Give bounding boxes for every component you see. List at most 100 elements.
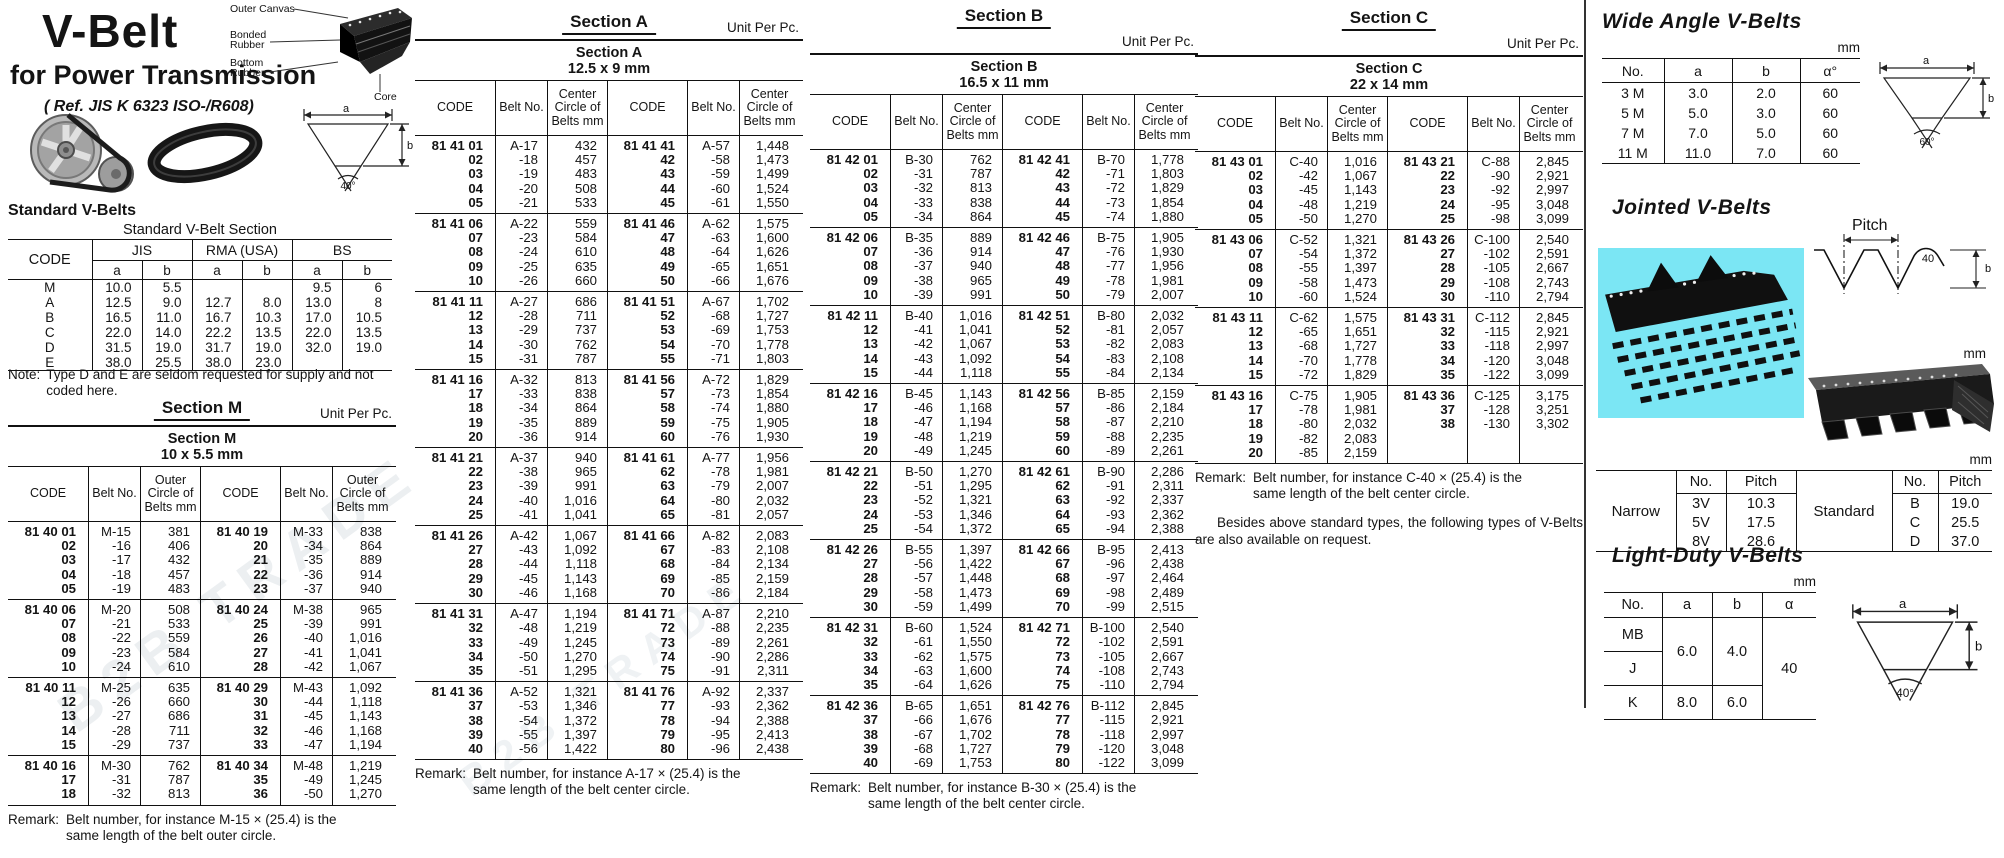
section-b-table: CODE Belt No. Center Circle of Belts mm COD… bbox=[810, 95, 1198, 775]
code-cell: 15 bbox=[863, 364, 878, 380]
belt-no-cell: A-47 bbox=[495, 604, 547, 622]
column-header: Center Circle of Belts mm bbox=[1327, 97, 1387, 151]
code-cell: 13 bbox=[468, 322, 483, 338]
code-cell: 52 bbox=[607, 309, 687, 324]
code-cell: 35 bbox=[200, 773, 280, 788]
circle-mm-cell: 1,194 bbox=[942, 415, 1002, 430]
circle-mm-cell: 762 bbox=[942, 150, 1002, 168]
circle-mm-cell: 1,067 bbox=[1327, 169, 1387, 184]
code-cell: 38 bbox=[1387, 417, 1467, 432]
circle-mm-cell: 635 bbox=[140, 678, 200, 696]
belt-no-cell: -90 bbox=[1467, 169, 1519, 184]
code-cell: 19 bbox=[1248, 430, 1263, 446]
circle-mm-cell: 2,489 bbox=[1134, 585, 1194, 600]
circle-mm-cell: 1,981 bbox=[1134, 273, 1194, 288]
code-cell: 17 bbox=[61, 772, 76, 788]
code-cell: 62 bbox=[1002, 479, 1082, 494]
circle-mm-cell: 1,321 bbox=[942, 493, 1002, 508]
code-cell: 25 bbox=[1387, 211, 1467, 230]
belt-no-cell: -87 bbox=[1082, 415, 1134, 430]
belt-no-cell: -36 bbox=[280, 567, 332, 582]
besides-text: Besides above standard types, the follow… bbox=[1195, 515, 1583, 548]
belt-no-cell: -68 bbox=[1275, 339, 1327, 354]
circle-mm-cell: 3,302 bbox=[1519, 417, 1579, 432]
belt-no-cell: -105 bbox=[1467, 261, 1519, 276]
circle-mm-cell: 1,778 bbox=[1134, 150, 1194, 168]
belt-no-cell: B-55 bbox=[890, 540, 942, 558]
circle-mm-cell: 1,473 bbox=[1327, 275, 1387, 290]
code-cell: 81 42 76 bbox=[1002, 696, 1082, 714]
belt-no-cell: -64 bbox=[687, 245, 739, 260]
circle-mm-cell: 381 bbox=[140, 522, 200, 540]
code-cell: 32 bbox=[468, 620, 483, 636]
belt-no-cell: -60 bbox=[1275, 289, 1327, 308]
belt-no-cell: -80 bbox=[687, 493, 739, 508]
code-cell: 10 bbox=[468, 272, 483, 288]
code-cell: 02 bbox=[61, 538, 76, 554]
belt-no-cell: -72 bbox=[1275, 367, 1327, 386]
code-cell: 47 bbox=[1002, 245, 1082, 260]
belt-no-cell: -115 bbox=[1082, 713, 1134, 728]
code-cell: 78 bbox=[1002, 727, 1082, 742]
belt-no-cell: -84 bbox=[1082, 365, 1134, 384]
code-cell: A bbox=[45, 295, 55, 310]
code-group: 81 41 06 A-22 559 81 41 46 A-62 1,575 07 -23 584… bbox=[415, 214, 803, 293]
svg-text:Core: Core bbox=[374, 91, 397, 103]
belt-no-cell: -92 bbox=[1082, 493, 1134, 508]
code-cell: 05 bbox=[863, 208, 878, 224]
belt-no-cell: -45 bbox=[495, 571, 547, 586]
no-cell: 5V bbox=[1675, 513, 1726, 532]
circle-mm-cell: 1,143 bbox=[942, 384, 1002, 402]
belt-no-cell: -41 bbox=[890, 323, 942, 338]
column-header: CODE bbox=[200, 467, 280, 521]
code-cell: 59 bbox=[1002, 429, 1082, 444]
std-row: E 38.0 25.5 38.0 23.0 bbox=[8, 355, 393, 371]
circle-mm-cell: 1,702 bbox=[942, 727, 1002, 742]
belt-no-cell: B-50 bbox=[890, 462, 942, 480]
code-cell: 58 bbox=[607, 401, 687, 416]
belt-no-cell: -120 bbox=[1082, 741, 1134, 756]
circle-mm-cell: 1,778 bbox=[739, 337, 799, 352]
belt-no-cell: -39 bbox=[890, 287, 942, 306]
panel-divider bbox=[1584, 0, 1586, 708]
code-cell: 81 41 31 bbox=[431, 606, 483, 622]
circle-mm-cell: 889 bbox=[332, 553, 392, 568]
svg-text:Outer Canvas: Outer Canvas bbox=[230, 3, 295, 15]
value-cell: 9.5 bbox=[291, 279, 343, 295]
code-cell: 44 bbox=[1002, 195, 1082, 210]
circle-mm-cell: 737 bbox=[140, 737, 200, 756]
belt-no-cell: -16 bbox=[88, 539, 140, 554]
belt-no-cell: A-32 bbox=[495, 370, 547, 388]
left-panel: V-Belt for Power Transmission ( Ref. JIS… bbox=[8, 0, 413, 858]
circle-mm-cell: 1,854 bbox=[1134, 195, 1194, 210]
circle-mm-cell: 2,083 bbox=[1327, 431, 1387, 446]
circle-mm-cell: 2,159 bbox=[739, 571, 799, 586]
circle-mm-cell: 584 bbox=[140, 645, 200, 660]
belt-no-cell: -44 bbox=[890, 365, 942, 384]
code-cell: 19 bbox=[468, 414, 483, 430]
circle-mm-cell: 1,067 bbox=[547, 526, 607, 544]
circle-mm-cell: 508 bbox=[140, 600, 200, 618]
code-cell: 04 bbox=[61, 566, 76, 582]
code-cell: 33 bbox=[468, 634, 483, 650]
table-header-row: CODE Belt No. Center Circle of Belts mm COD… bbox=[1195, 97, 1583, 152]
circle-mm-cell: 2,667 bbox=[1134, 649, 1194, 664]
circle-mm-cell: 1,626 bbox=[739, 245, 799, 260]
belt-no-cell: -110 bbox=[1467, 289, 1519, 308]
circle-mm-cell: 3,251 bbox=[1519, 403, 1579, 418]
code-cell: 81 40 34 bbox=[200, 756, 280, 774]
belt-no-cell: -71 bbox=[1082, 167, 1134, 182]
belt-no-cell: -69 bbox=[890, 755, 942, 774]
wide-angle-row: 3 M 3.0 2.0 60 bbox=[1602, 82, 1860, 103]
code-cell: D bbox=[44, 340, 55, 355]
circle-mm-cell: 1,524 bbox=[739, 181, 799, 196]
circle-mm-cell: 762 bbox=[140, 756, 200, 774]
circle-mm-cell: 889 bbox=[942, 228, 1002, 246]
belt-no-cell: -57 bbox=[890, 571, 942, 586]
circle-mm-cell: 1,422 bbox=[942, 557, 1002, 572]
value-cell: 38.0 bbox=[191, 355, 243, 371]
code-cell: 20 bbox=[863, 442, 878, 458]
belt-no-cell: -40 bbox=[280, 631, 332, 646]
circle-mm-cell: 2,362 bbox=[1134, 507, 1194, 522]
circle-mm-cell: 3,099 bbox=[1134, 755, 1194, 774]
